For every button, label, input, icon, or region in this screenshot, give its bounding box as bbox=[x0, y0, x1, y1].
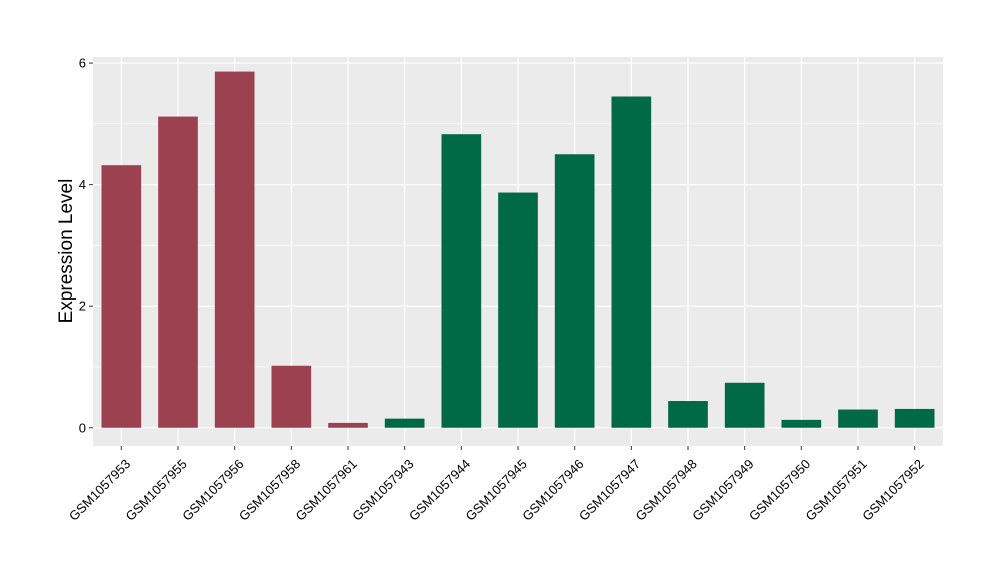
bar-GSM1057948 bbox=[668, 401, 708, 428]
bar-GSM1057952 bbox=[894, 408, 935, 428]
bar-GSM1057953 bbox=[101, 165, 142, 428]
bar-GSM1057956 bbox=[214, 71, 255, 428]
bars bbox=[101, 71, 935, 428]
y-tick-label: 6 bbox=[79, 56, 86, 71]
y-tick-label: 2 bbox=[79, 299, 86, 314]
bar-GSM1057955 bbox=[158, 116, 198, 428]
bar-GSM1057944 bbox=[441, 134, 482, 428]
bar-GSM1057951 bbox=[838, 409, 878, 428]
bar-GSM1057949 bbox=[724, 382, 765, 428]
bar-GSM1057946 bbox=[554, 154, 595, 428]
y-axis: 0 2 4 6 bbox=[79, 56, 93, 435]
bar-GSM1057961 bbox=[328, 422, 368, 428]
y-axis-label: Expression Level bbox=[56, 179, 77, 324]
bar-GSM1057945 bbox=[498, 192, 538, 428]
bar-GSM1057958 bbox=[271, 365, 312, 428]
y-tick-label: 4 bbox=[79, 177, 86, 192]
bar-GSM1057947 bbox=[611, 96, 652, 428]
x-axis: GSM1057953GSM1057955GSM1057956GSM1057958… bbox=[66, 446, 927, 524]
bar-GSM1057943 bbox=[384, 418, 425, 428]
bar-GSM1057950 bbox=[781, 419, 822, 428]
y-tick-label: 0 bbox=[79, 420, 86, 435]
